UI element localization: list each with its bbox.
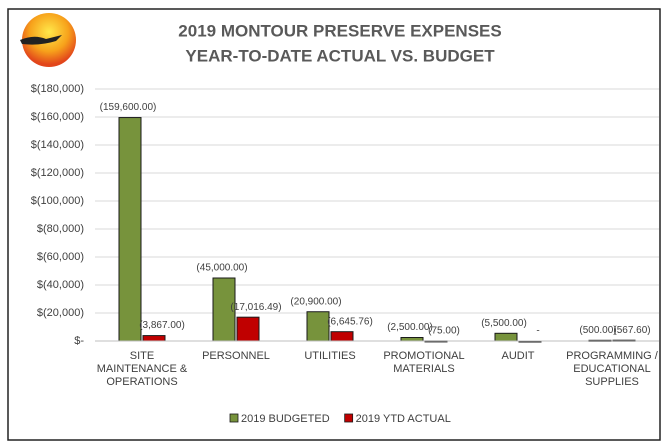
legend-swatch: [344, 413, 354, 423]
chart-title: 2019 MONTOUR PRESERVE EXPENSES: [178, 21, 501, 40]
y-tick-label: $-: [74, 335, 84, 347]
bar: [400, 337, 424, 342]
x-tick-label: PERSONNEL: [202, 350, 270, 362]
y-tick-label: $(60,000): [37, 251, 84, 263]
legend-swatch: [229, 413, 239, 423]
data-label: (75.00): [428, 326, 460, 337]
x-tick-label: AUDIT: [501, 350, 535, 362]
y-tick-label: $(100,000): [31, 195, 84, 207]
data-label: (17,016.49): [230, 302, 281, 313]
data-label: (159,600.00): [100, 102, 157, 113]
data-label: (6,645.76): [327, 316, 373, 327]
legend-label: 2019 YTD ACTUAL: [356, 413, 451, 425]
y-tick-label: $(120,000): [31, 167, 84, 179]
x-tick-label: SITE MAINTENANCE & OPERATIONS: [96, 350, 188, 388]
legend-label: 2019 BUDGETED: [241, 413, 330, 425]
data-label: (500.00): [579, 325, 616, 336]
bar: [118, 117, 142, 342]
y-tick-label: $(180,000): [31, 83, 84, 95]
y-tick-label: $(20,000): [37, 307, 84, 319]
data-label: (2,500.00): [387, 322, 433, 333]
data-label: (3,867.00): [139, 320, 185, 331]
x-tick-label: PROGRAMMING / EDUCATIONAL SUPPLIES: [566, 350, 658, 388]
logo-bird: [20, 35, 62, 45]
bar: [236, 316, 260, 342]
data-label: (20,900.00): [290, 296, 341, 307]
y-tick-label: $(140,000): [31, 139, 84, 151]
y-tick-label: $(80,000): [37, 223, 84, 235]
data-label: (5,500.00): [481, 318, 527, 329]
y-tick-label: $(40,000): [37, 279, 84, 291]
bar: [142, 335, 166, 342]
bar: [330, 331, 354, 342]
x-tick-label: UTILITIES: [304, 350, 356, 362]
bar: [494, 332, 518, 342]
chart-border: [7, 8, 661, 441]
y-tick-label: $(160,000): [31, 111, 84, 123]
x-tick-label: PROMOTIONAL MATERIALS: [383, 350, 465, 375]
chart-title: YEAR-TO-DATE ACTUAL VS. BUDGET: [185, 46, 495, 65]
data-label: (45,000.00): [196, 263, 247, 274]
data-label: (567.60): [613, 325, 650, 336]
bar: [306, 311, 330, 342]
data-label: -: [536, 326, 539, 337]
